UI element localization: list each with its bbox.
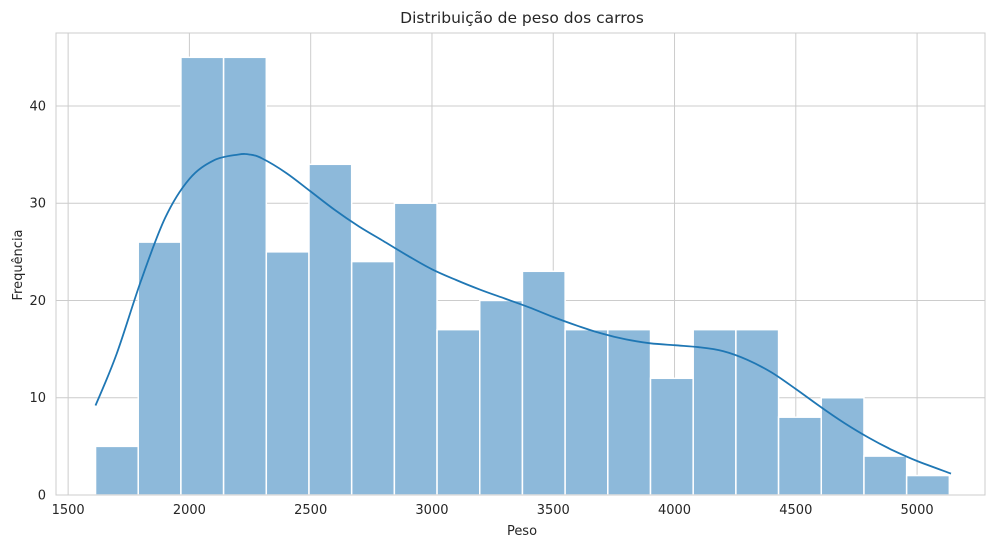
histogram-bar [350, 260, 396, 496]
histogram-bar [222, 56, 268, 496]
y-axis-title: Frequência [11, 229, 26, 300]
kde-curve-layer [94, 153, 952, 475]
histogram-bar [649, 377, 694, 496]
y-tick-label: 30 [29, 197, 46, 212]
x-axis-title: Peso [507, 524, 537, 539]
chart-title: Distribuição de peso dos carros [400, 9, 644, 27]
histogram-bar [564, 328, 609, 496]
y-tick-labels: 0 10 20 30 40 [29, 99, 46, 503]
histogram-bar [393, 202, 438, 496]
histogram-bar [905, 474, 951, 496]
histogram-bar [777, 416, 823, 496]
x-tick-label: 5000 [901, 503, 934, 518]
kde-line [94, 153, 952, 475]
x-tick-label: 4000 [658, 503, 691, 518]
histogram-bar [607, 328, 652, 496]
histogram-bar [137, 241, 182, 496]
histogram-bar [436, 328, 481, 496]
histogram-bar [180, 56, 225, 496]
x-tick-label: 3500 [537, 503, 570, 518]
histogram-bar [265, 251, 310, 496]
x-tick-label: 2500 [294, 503, 327, 518]
x-tick-labels: 1500 2000 2500 3000 3500 4000 4500 5000 [52, 503, 934, 518]
histogram-bar [820, 396, 865, 496]
histogram-bar [692, 328, 737, 496]
histogram-bar [521, 270, 566, 496]
plot-frame [55, 32, 986, 496]
y-tick-label: 40 [29, 99, 46, 114]
histogram-bar [308, 163, 353, 496]
y-tick-label: 0 [38, 489, 46, 504]
histogram-bars [94, 56, 951, 496]
x-tick-label: 1500 [52, 503, 85, 518]
x-tick-label: 2000 [173, 503, 206, 518]
histogram-bar [863, 455, 908, 496]
y-tick-label: 20 [29, 294, 46, 309]
histogram-bar [735, 328, 780, 496]
histogram-bar [94, 445, 139, 496]
x-tick-label: 3000 [415, 503, 448, 518]
x-tick-label: 4500 [779, 503, 812, 518]
histogram-bar [479, 299, 524, 496]
y-tick-label: 10 [29, 391, 46, 406]
